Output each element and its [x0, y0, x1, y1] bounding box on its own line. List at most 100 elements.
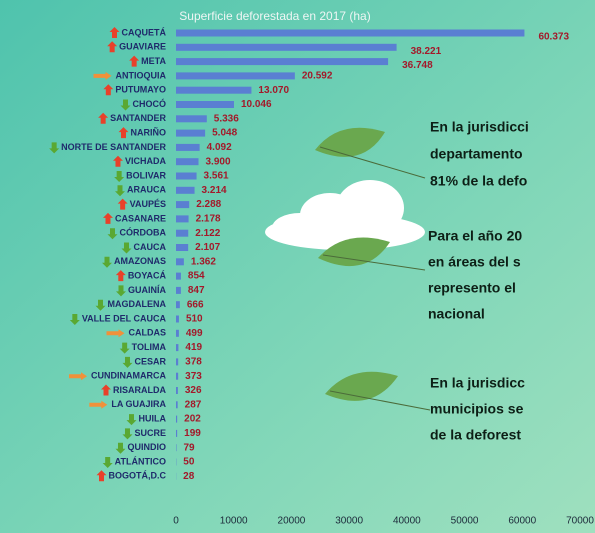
- bar: [176, 173, 197, 180]
- bar: [176, 401, 178, 408]
- x-tick-label: 70000: [566, 516, 594, 527]
- category-label: CALDAS: [129, 328, 167, 338]
- bar: [176, 344, 178, 351]
- category-label: AMAZONAS: [114, 256, 166, 266]
- value-label: 28: [183, 471, 195, 482]
- bar: [176, 287, 181, 294]
- category-label: BOGOTÁ,D.C: [109, 471, 167, 481]
- annotation: en áreas del s: [428, 254, 521, 270]
- value-label: 2.107: [195, 242, 220, 253]
- value-label: 3.900: [206, 156, 231, 167]
- bar: [176, 87, 251, 94]
- category-label: META: [141, 56, 166, 66]
- value-label: 373: [185, 371, 202, 382]
- category-label: LA GUAJIRA: [111, 399, 166, 409]
- bar: [176, 416, 177, 423]
- bar: [176, 101, 234, 108]
- value-label: 38.221: [411, 46, 442, 57]
- category-label: ARAUCA: [127, 185, 166, 195]
- bar: [176, 58, 388, 65]
- category-label: TOLIMA: [132, 342, 167, 352]
- x-tick-label: 30000: [335, 516, 363, 527]
- category-label: VAUPÉS: [130, 199, 166, 209]
- bar: [176, 258, 184, 265]
- annotation: departamento: [430, 146, 523, 162]
- value-label: 202: [184, 414, 201, 425]
- bar: [176, 330, 179, 337]
- category-label: CÓRDOBA: [120, 227, 167, 238]
- category-label: RISARALDA: [113, 385, 166, 395]
- value-label: 2.288: [196, 199, 221, 210]
- value-label: 499: [186, 328, 203, 339]
- bar: [176, 187, 195, 194]
- category-label: GUAINÍA: [128, 285, 167, 295]
- value-label: 378: [185, 357, 202, 368]
- value-label: 510: [186, 314, 203, 325]
- bar: [176, 230, 188, 237]
- annotation: represento el: [428, 280, 516, 296]
- value-label: 50: [183, 457, 195, 468]
- value-label: 79: [183, 442, 195, 453]
- category-label: CAUCA: [134, 242, 167, 252]
- category-label: CUNDINAMARCA: [91, 371, 166, 381]
- value-label: 3.214: [202, 185, 227, 196]
- value-label: 3.561: [204, 171, 229, 182]
- category-label: VICHADA: [125, 156, 167, 166]
- value-label: 36.748: [402, 60, 433, 71]
- value-label: 5.048: [212, 128, 237, 139]
- annotation: nacional: [428, 306, 485, 322]
- x-tick-label: 20000: [278, 516, 306, 527]
- category-label: ANTIOQUIA: [116, 70, 167, 80]
- value-label: 2.122: [195, 228, 220, 239]
- value-label: 326: [185, 385, 202, 396]
- value-label: 10.046: [241, 99, 272, 110]
- category-label: QUINDIO: [127, 442, 166, 452]
- chart-title: Superficie deforestada en 2017 (ha): [179, 9, 370, 23]
- category-label: NORTE DE SANTANDER: [61, 142, 166, 152]
- annotation: municipios se: [430, 401, 524, 417]
- bar: [176, 387, 178, 394]
- category-label: HUILA: [139, 413, 167, 423]
- category-label: CESAR: [134, 356, 166, 366]
- bar: [176, 44, 397, 51]
- category-label: VALLE DEL CAUCA: [82, 313, 167, 323]
- category-label: BOLIVAR: [126, 170, 166, 180]
- category-label: CHOCÓ: [133, 98, 167, 109]
- bar: [176, 430, 177, 437]
- bar: [176, 316, 179, 323]
- bar: [176, 130, 205, 137]
- value-label: 847: [188, 285, 205, 296]
- x-tick-label: 50000: [451, 516, 479, 527]
- value-label: 199: [184, 428, 201, 439]
- x-tick-label: 0: [173, 516, 179, 527]
- value-label: 1.362: [191, 256, 216, 267]
- x-tick-label: 10000: [220, 516, 248, 527]
- bar: [176, 30, 524, 37]
- annotation: En la jurisdicc: [430, 375, 525, 391]
- category-label: SUCRE: [134, 428, 166, 438]
- bar: [176, 244, 188, 251]
- category-label: BOYACÁ: [128, 270, 167, 280]
- category-label: PUTUMAYO: [115, 85, 166, 95]
- bar: [176, 273, 181, 280]
- value-label: 666: [187, 299, 204, 310]
- chart: Superficie deforestada en 2017 (ha) 0 100…: [0, 0, 595, 533]
- value-label: 60.373: [538, 32, 569, 43]
- bar: [176, 72, 295, 79]
- value-label: 20.592: [302, 71, 333, 82]
- bar: [176, 373, 178, 380]
- category-label: NARIÑO: [131, 127, 167, 137]
- value-label: 4.092: [207, 142, 232, 153]
- value-label: 419: [185, 342, 202, 353]
- value-label: 287: [185, 399, 202, 410]
- category-label: CAQUETÁ: [122, 27, 167, 37]
- annotation: 81% de la defo: [430, 173, 527, 189]
- x-tick-label: 40000: [393, 516, 421, 527]
- bar: [176, 115, 207, 122]
- annotation: de la deforest: [430, 427, 521, 443]
- bar: [176, 158, 199, 165]
- bar: [176, 201, 189, 208]
- annotation: Para el año 20: [428, 228, 522, 244]
- category-label: GUAVIARE: [119, 42, 166, 52]
- bar: [176, 215, 189, 222]
